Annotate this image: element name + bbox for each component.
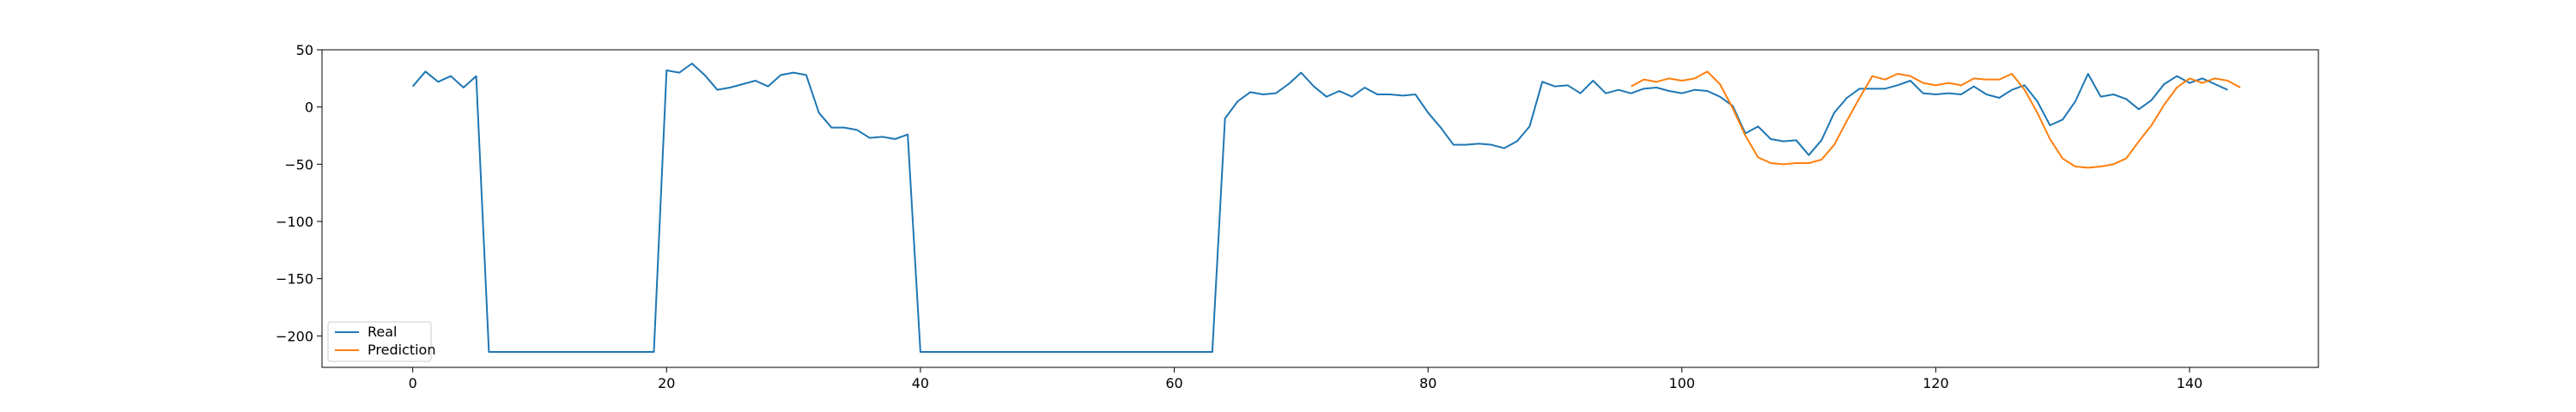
x-tick-label: 80 [1419,375,1437,391]
legend-label-real: Real [368,324,398,340]
legend-label-prediction: Prediction [368,342,435,358]
series-line-prediction [1631,70,2241,169]
y-tick-label: −100 [276,214,313,230]
x-tick-label: 140 [2177,375,2203,391]
y-tick-label: −150 [276,271,313,288]
x-tick-label: 100 [1668,375,1695,391]
plot-frame [321,49,2319,368]
y-tick-label: −200 [276,328,313,344]
y-axis: 50 0 −50 −100 −150 −200 [276,42,322,344]
x-axis: 0 20 40 60 80 100 120 140 [409,367,2203,391]
legend: Real Prediction [327,321,435,362]
series-layer [411,63,2241,353]
y-tick-label: 50 [296,42,313,58]
x-tick-label: 120 [1923,375,1949,391]
x-tick-label: 60 [1165,375,1182,391]
y-tick-label: 0 [305,100,313,116]
y-tick-label: −50 [284,156,313,173]
x-tick-label: 0 [409,375,417,391]
series-line-real [411,63,2228,353]
x-tick-label: 40 [912,375,929,391]
x-tick-label: 20 [658,375,675,391]
